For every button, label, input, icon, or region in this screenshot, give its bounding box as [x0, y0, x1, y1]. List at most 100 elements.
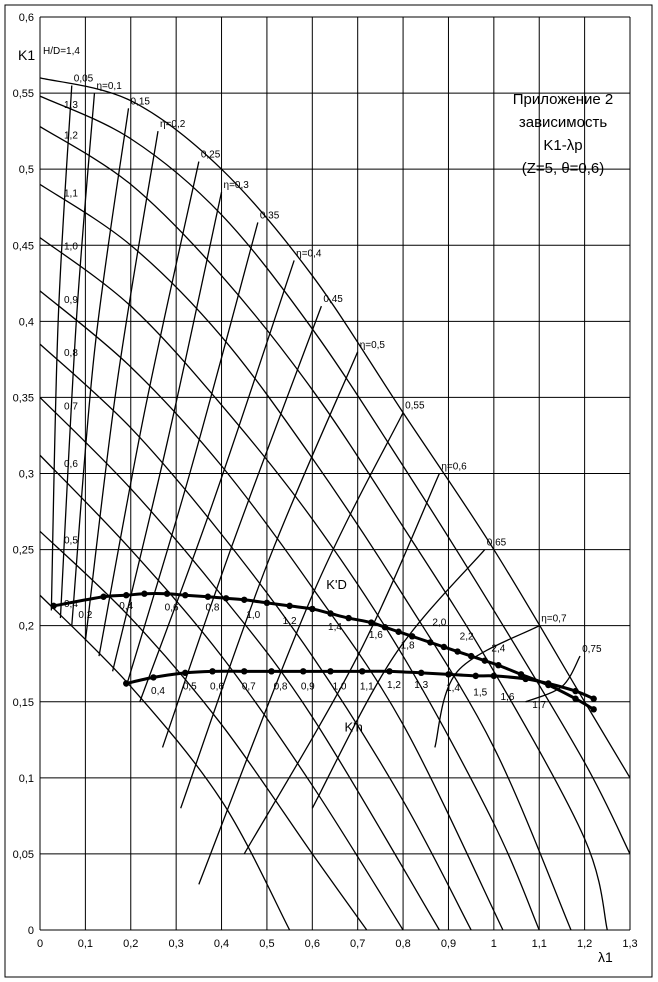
y-tick-label: 0,2	[19, 621, 34, 633]
data-point	[327, 668, 334, 675]
data-point	[150, 674, 157, 681]
data-point	[522, 675, 529, 683]
data-point	[427, 639, 434, 646]
point-label: 0,6	[210, 682, 224, 693]
data-point	[263, 599, 271, 607]
point-label: 1,4	[328, 622, 342, 633]
y-tick-label: 0,4	[19, 316, 34, 328]
data-point	[454, 648, 461, 655]
data-point	[440, 643, 448, 651]
data-point	[222, 595, 230, 602]
point-label: 1,4	[446, 683, 460, 694]
x-tick-label: 0,8	[395, 938, 410, 950]
point-label: 1,2	[283, 616, 297, 627]
curve-label: η=0,3	[224, 180, 250, 191]
curve	[111, 191, 223, 672]
curve	[243, 473, 440, 855]
curve	[434, 625, 540, 748]
data-point	[300, 668, 307, 675]
data-point	[490, 672, 498, 680]
info-line: K1-λp	[543, 137, 582, 154]
curve	[311, 549, 486, 809]
x-tick-label: 0,4	[214, 938, 229, 950]
point-label: 1,5	[473, 688, 487, 699]
curve-label: 1,2	[64, 131, 78, 142]
data-point	[345, 614, 352, 622]
data-point	[590, 706, 597, 713]
curve-label: 0,6	[64, 459, 78, 470]
curve-label: 0,55	[405, 401, 425, 412]
curve	[125, 222, 259, 687]
data-point	[572, 687, 579, 695]
data-point	[123, 680, 130, 687]
curve	[39, 343, 472, 931]
point-label: 0,4	[119, 601, 133, 612]
curve	[39, 530, 368, 931]
data-point	[386, 668, 393, 675]
curve	[139, 260, 295, 702]
point-label: 0,9	[301, 682, 315, 693]
curve	[39, 95, 631, 855]
x-tick-label: 1,2	[577, 938, 592, 950]
curve	[59, 93, 96, 619]
data-point	[123, 592, 130, 599]
data-point	[327, 610, 334, 617]
y-tick-label: 0,05	[13, 849, 34, 861]
curve-label: 0,75	[582, 644, 602, 655]
data-point	[445, 671, 452, 678]
curve	[53, 592, 595, 711]
point-label: 1,6	[501, 692, 515, 703]
point-label: 0,7	[242, 682, 256, 693]
data-point	[381, 623, 389, 631]
x-tick-label: 1	[491, 938, 497, 950]
curve	[71, 108, 130, 626]
y-tick-label: 0,6	[19, 12, 34, 24]
data-point	[309, 605, 316, 613]
curve-label: η=0,5	[360, 340, 386, 351]
x-tick-label: 0,2	[123, 938, 138, 950]
curve	[39, 126, 608, 931]
y-tick-label: 0,5	[19, 164, 34, 176]
x-tick-label: 1,3	[622, 938, 637, 950]
data-point	[467, 652, 475, 660]
data-point	[209, 668, 216, 675]
point-label: 1,7	[532, 700, 546, 711]
info-line: Приложение 2	[513, 91, 614, 108]
data-point	[182, 669, 189, 677]
curve	[198, 412, 404, 885]
point-label: 1,2	[387, 680, 401, 691]
curve-label: 0,9	[64, 295, 78, 306]
data-point	[395, 628, 402, 635]
curve	[39, 290, 504, 931]
data-point	[268, 668, 275, 675]
info-box: Приложение 2 зависимость K1-λp (Z=5, θ=0…	[513, 91, 614, 177]
data-point	[50, 602, 57, 610]
curve	[39, 396, 440, 931]
data-point	[359, 668, 366, 675]
x-tick-label: 0,1	[78, 938, 93, 950]
x-tick-label: 0,5	[259, 938, 274, 950]
point-label: 1,0	[246, 610, 260, 621]
curve-label: K'D	[326, 577, 347, 592]
curve	[39, 454, 404, 931]
data-point	[241, 668, 248, 675]
point-label: 1,3	[414, 680, 428, 691]
x-tick-label: 0,9	[441, 938, 456, 950]
data-point	[286, 602, 293, 610]
curve-label: 0,35	[260, 210, 280, 221]
point-label: 0,5	[183, 682, 197, 693]
y-tick-label: 0,3	[19, 469, 34, 481]
curve-label: η=0,1	[96, 81, 122, 92]
info-line: (Z=5, θ=0,6)	[522, 160, 605, 177]
data-point	[545, 680, 552, 687]
y-tick-label: 0,35	[13, 392, 34, 404]
data-point	[472, 672, 479, 680]
curve-label: 0,15	[131, 96, 151, 107]
data-point	[204, 593, 212, 600]
curve-label: 1,0	[64, 242, 78, 253]
data-point	[163, 590, 171, 597]
point-label: 2,4	[491, 644, 505, 655]
y-axis-label: K1	[18, 47, 35, 63]
